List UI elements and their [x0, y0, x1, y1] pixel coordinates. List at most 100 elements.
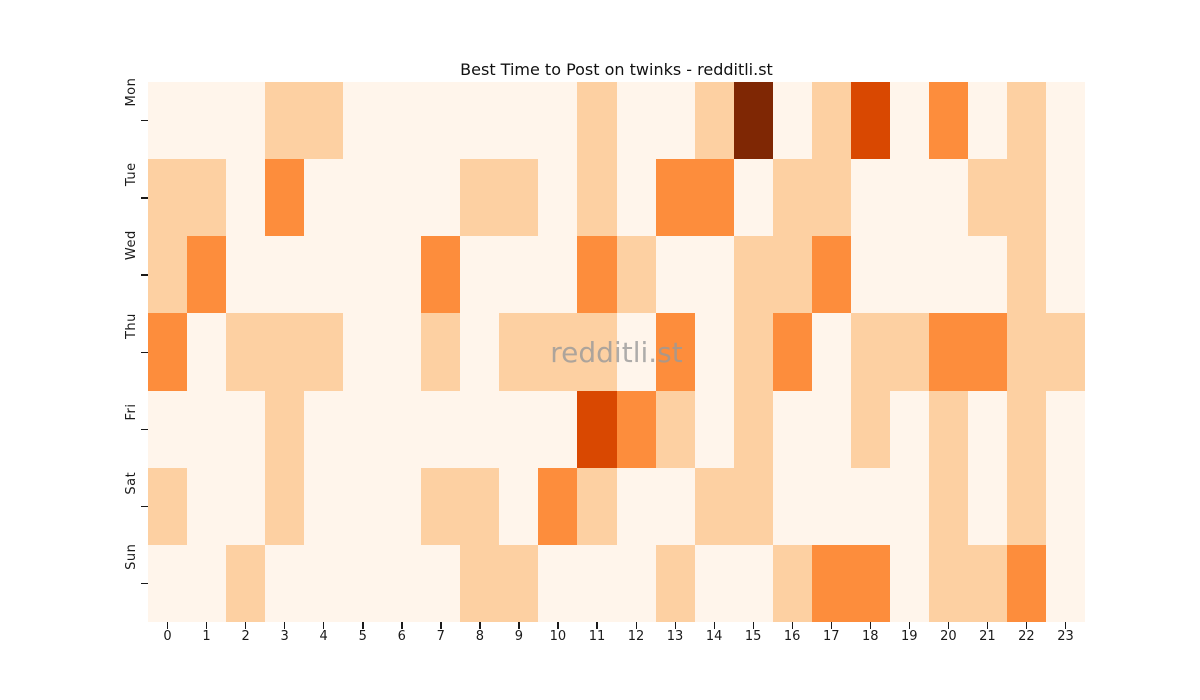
- heatmap-cell: [499, 467, 539, 545]
- heatmap-cell: [187, 544, 227, 622]
- y-tick-mark: [141, 120, 148, 122]
- heatmap-cell: [850, 236, 890, 314]
- x-tick-label: 4: [319, 629, 328, 644]
- heatmap-plot: [148, 82, 1085, 622]
- y-tick-mark: [141, 197, 148, 199]
- x-tick-label: 6: [397, 629, 406, 644]
- heatmap-cell: [577, 159, 617, 237]
- x-tick-label: 3: [280, 629, 289, 644]
- heatmap-cell: [1045, 82, 1085, 160]
- heatmap-cell: [616, 159, 656, 237]
- x-tick-mark: [362, 622, 364, 629]
- x-tick-mark: [791, 622, 793, 629]
- x-tick-mark: [518, 622, 520, 629]
- y-tick-label: Tue: [124, 162, 139, 186]
- heatmap-cell: [421, 467, 461, 545]
- heatmap-cell: [733, 544, 773, 622]
- heatmap-cell: [928, 544, 968, 622]
- heatmap-cell: [967, 313, 1007, 391]
- x-tick-label: 13: [666, 629, 684, 644]
- heatmap-cell: [655, 159, 695, 237]
- x-tick-label: 20: [940, 629, 957, 644]
- heatmap-cell: [460, 313, 500, 391]
- heatmap-cell: [772, 544, 812, 622]
- heatmap-cell: [811, 82, 851, 160]
- x-tick-label: 19: [901, 629, 918, 644]
- heatmap-cell: [616, 82, 656, 160]
- heatmap-cell: [460, 236, 500, 314]
- heatmap-cell: [343, 159, 383, 237]
- heatmap-cell: [148, 390, 188, 468]
- heatmap-cell: [967, 82, 1007, 160]
- heatmap-cell: [343, 544, 383, 622]
- x-tick-label: 7: [436, 629, 445, 644]
- heatmap-cell: [616, 236, 656, 314]
- heatmap-cell: [382, 544, 422, 622]
- heatmap-cell: [811, 313, 851, 391]
- heatmap-cell: [382, 159, 422, 237]
- y-tick-mark: [141, 428, 148, 430]
- heatmap-cell: [655, 236, 695, 314]
- heatmap-cell: [694, 236, 734, 314]
- heatmap-cell: [616, 390, 656, 468]
- heatmap-cell: [382, 313, 422, 391]
- y-tick-label: Sat: [124, 472, 139, 495]
- heatmap-cell: [967, 236, 1007, 314]
- heatmap-cell: [148, 82, 188, 160]
- heatmap-cell: [538, 159, 578, 237]
- x-tick-label: 14: [705, 629, 723, 644]
- heatmap-cell: [460, 390, 500, 468]
- heatmap-cell: [538, 236, 578, 314]
- x-tick-mark: [557, 622, 559, 629]
- heatmap-cell: [343, 390, 383, 468]
- x-tick-label: 22: [1018, 629, 1035, 644]
- heatmap-cell: [187, 467, 227, 545]
- heatmap-cell: [850, 467, 890, 545]
- heatmap-cell: [967, 544, 1007, 622]
- heatmap-cell: [148, 467, 188, 545]
- heatmap-cell: [538, 82, 578, 160]
- heatmap-cell: [1006, 82, 1046, 160]
- x-tick-label: 11: [588, 629, 606, 644]
- x-tick-mark: [830, 622, 833, 629]
- heatmap-cell: [187, 390, 227, 468]
- x-tick-label: 23: [1057, 629, 1074, 644]
- heatmap-cell: [265, 313, 305, 391]
- chart-title: Best Time to Post on twinks - redditli.s…: [460, 60, 773, 79]
- heatmap-cell: [616, 544, 656, 622]
- heatmap-cell: [421, 544, 461, 622]
- heatmap-cell: [967, 159, 1007, 237]
- heatmap-cell: [577, 313, 617, 391]
- x-tick-mark: [947, 622, 950, 629]
- heatmap-cell: [655, 390, 695, 468]
- heatmap-cell: [265, 390, 305, 468]
- heatmap-cell: [694, 313, 734, 391]
- x-tick-mark: [245, 622, 247, 629]
- heatmap-cell: [538, 467, 578, 545]
- x-tick-label: 17: [822, 629, 840, 644]
- heatmap-cell: [187, 159, 227, 237]
- y-tick-mark: [141, 351, 148, 353]
- x-tick-label: 12: [627, 629, 645, 644]
- heatmap-cell: [772, 467, 812, 545]
- heatmap-cell: [1045, 544, 1085, 622]
- heatmap-cell: [226, 82, 266, 160]
- heatmap-cell: [889, 313, 929, 391]
- heatmap-cell: [733, 467, 773, 545]
- y-tick-mark: [141, 505, 148, 508]
- x-tick-label: 2: [241, 629, 250, 644]
- heatmap-cell: [343, 467, 383, 545]
- heatmap-cell: [304, 544, 344, 622]
- heatmap-cell: [226, 390, 266, 468]
- heatmap-cell: [928, 467, 968, 545]
- heatmap-cell: [304, 82, 344, 160]
- heatmap-cell: [850, 82, 890, 160]
- heatmap-cell: [811, 390, 851, 468]
- x-tick-label: 18: [861, 629, 879, 644]
- heatmap-cell: [889, 159, 929, 237]
- x-tick-label: 5: [358, 629, 367, 644]
- heatmap-cell: [577, 82, 617, 160]
- heatmap-cell: [1006, 544, 1046, 622]
- x-tick-mark: [674, 622, 676, 629]
- heatmap-cell: [1045, 236, 1085, 314]
